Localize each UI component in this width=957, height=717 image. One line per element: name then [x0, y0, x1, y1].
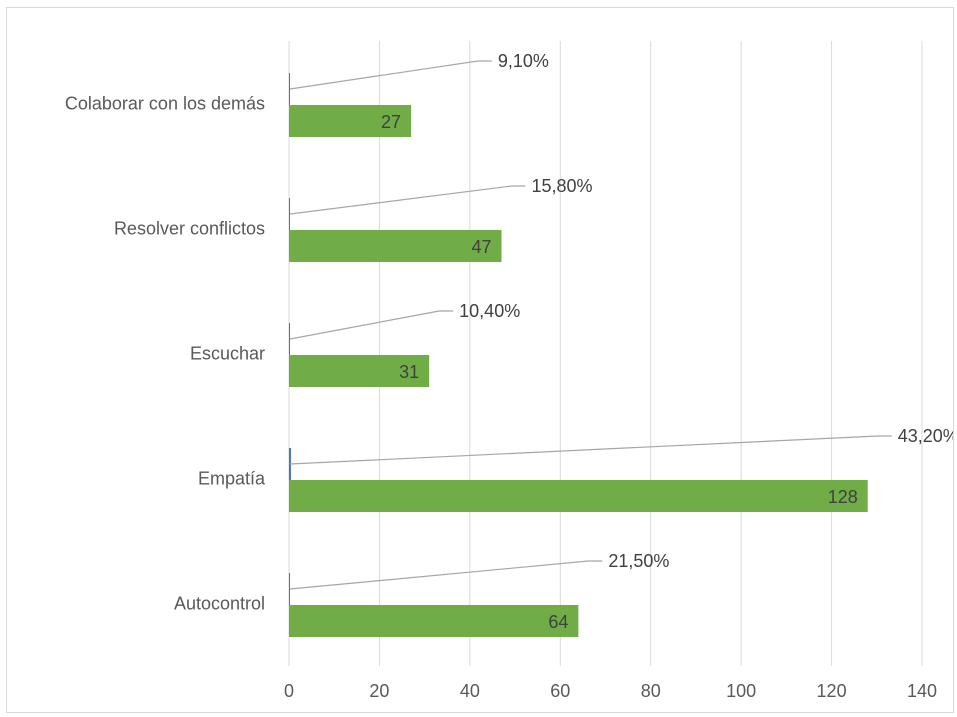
- x-tick-label: 140: [907, 681, 937, 701]
- bar-value-label: 31: [399, 362, 419, 382]
- x-tick-label: 100: [726, 681, 756, 701]
- bar: [289, 605, 579, 637]
- bar: [289, 323, 290, 355]
- labels: 0 20 40 60 80 100 120 140 Colaborar con los demá…: [65, 51, 957, 701]
- leader-line: [289, 435, 892, 465]
- percent-label: 15,80%: [532, 176, 593, 196]
- leader-line: [289, 185, 526, 215]
- x-tick-label: 120: [817, 681, 847, 701]
- x-tick-label: 80: [641, 681, 661, 701]
- leader-line: [289, 310, 454, 340]
- x-tick-label: 60: [550, 681, 570, 701]
- bar-value-label: 64: [548, 612, 568, 632]
- bar: [289, 573, 290, 605]
- bar: [289, 230, 502, 262]
- chart-area: 0 20 40 60 80 100 120 140 Colaborar con los demá…: [6, 7, 957, 713]
- bar-value-label: 47: [471, 237, 491, 257]
- bar-value-label: 128: [828, 487, 858, 507]
- category-label: Autocontrol: [174, 594, 265, 614]
- bar: [289, 73, 290, 105]
- bar: [289, 355, 430, 387]
- x-tick-label: 20: [369, 681, 389, 701]
- percent-label: 9,10%: [498, 51, 549, 71]
- bar: [289, 448, 291, 480]
- leader-line: [289, 560, 603, 590]
- percent-label: 21,50%: [608, 551, 669, 571]
- category-label: Escuchar: [190, 344, 265, 364]
- category-label: Colaborar con los demás: [65, 94, 265, 114]
- bar: [289, 480, 868, 512]
- leader-line: [289, 60, 492, 90]
- x-tick-label: 40: [460, 681, 480, 701]
- bar-chart: 0 20 40 60 80 100 120 140 Colaborar con los demá…: [65, 41, 957, 701]
- bar-value-label: 27: [381, 112, 401, 132]
- leader-lines: [289, 60, 892, 590]
- category-label: Empatía: [198, 469, 266, 489]
- bar: [289, 105, 412, 137]
- gridlines: [288, 41, 923, 666]
- bars: [289, 73, 868, 637]
- x-tick-label: 0: [284, 681, 294, 701]
- percent-label: 43,20%: [898, 426, 953, 446]
- percent-label: 10,40%: [459, 301, 520, 321]
- bar: [289, 198, 290, 230]
- category-label: Resolver conflictos: [114, 219, 265, 239]
